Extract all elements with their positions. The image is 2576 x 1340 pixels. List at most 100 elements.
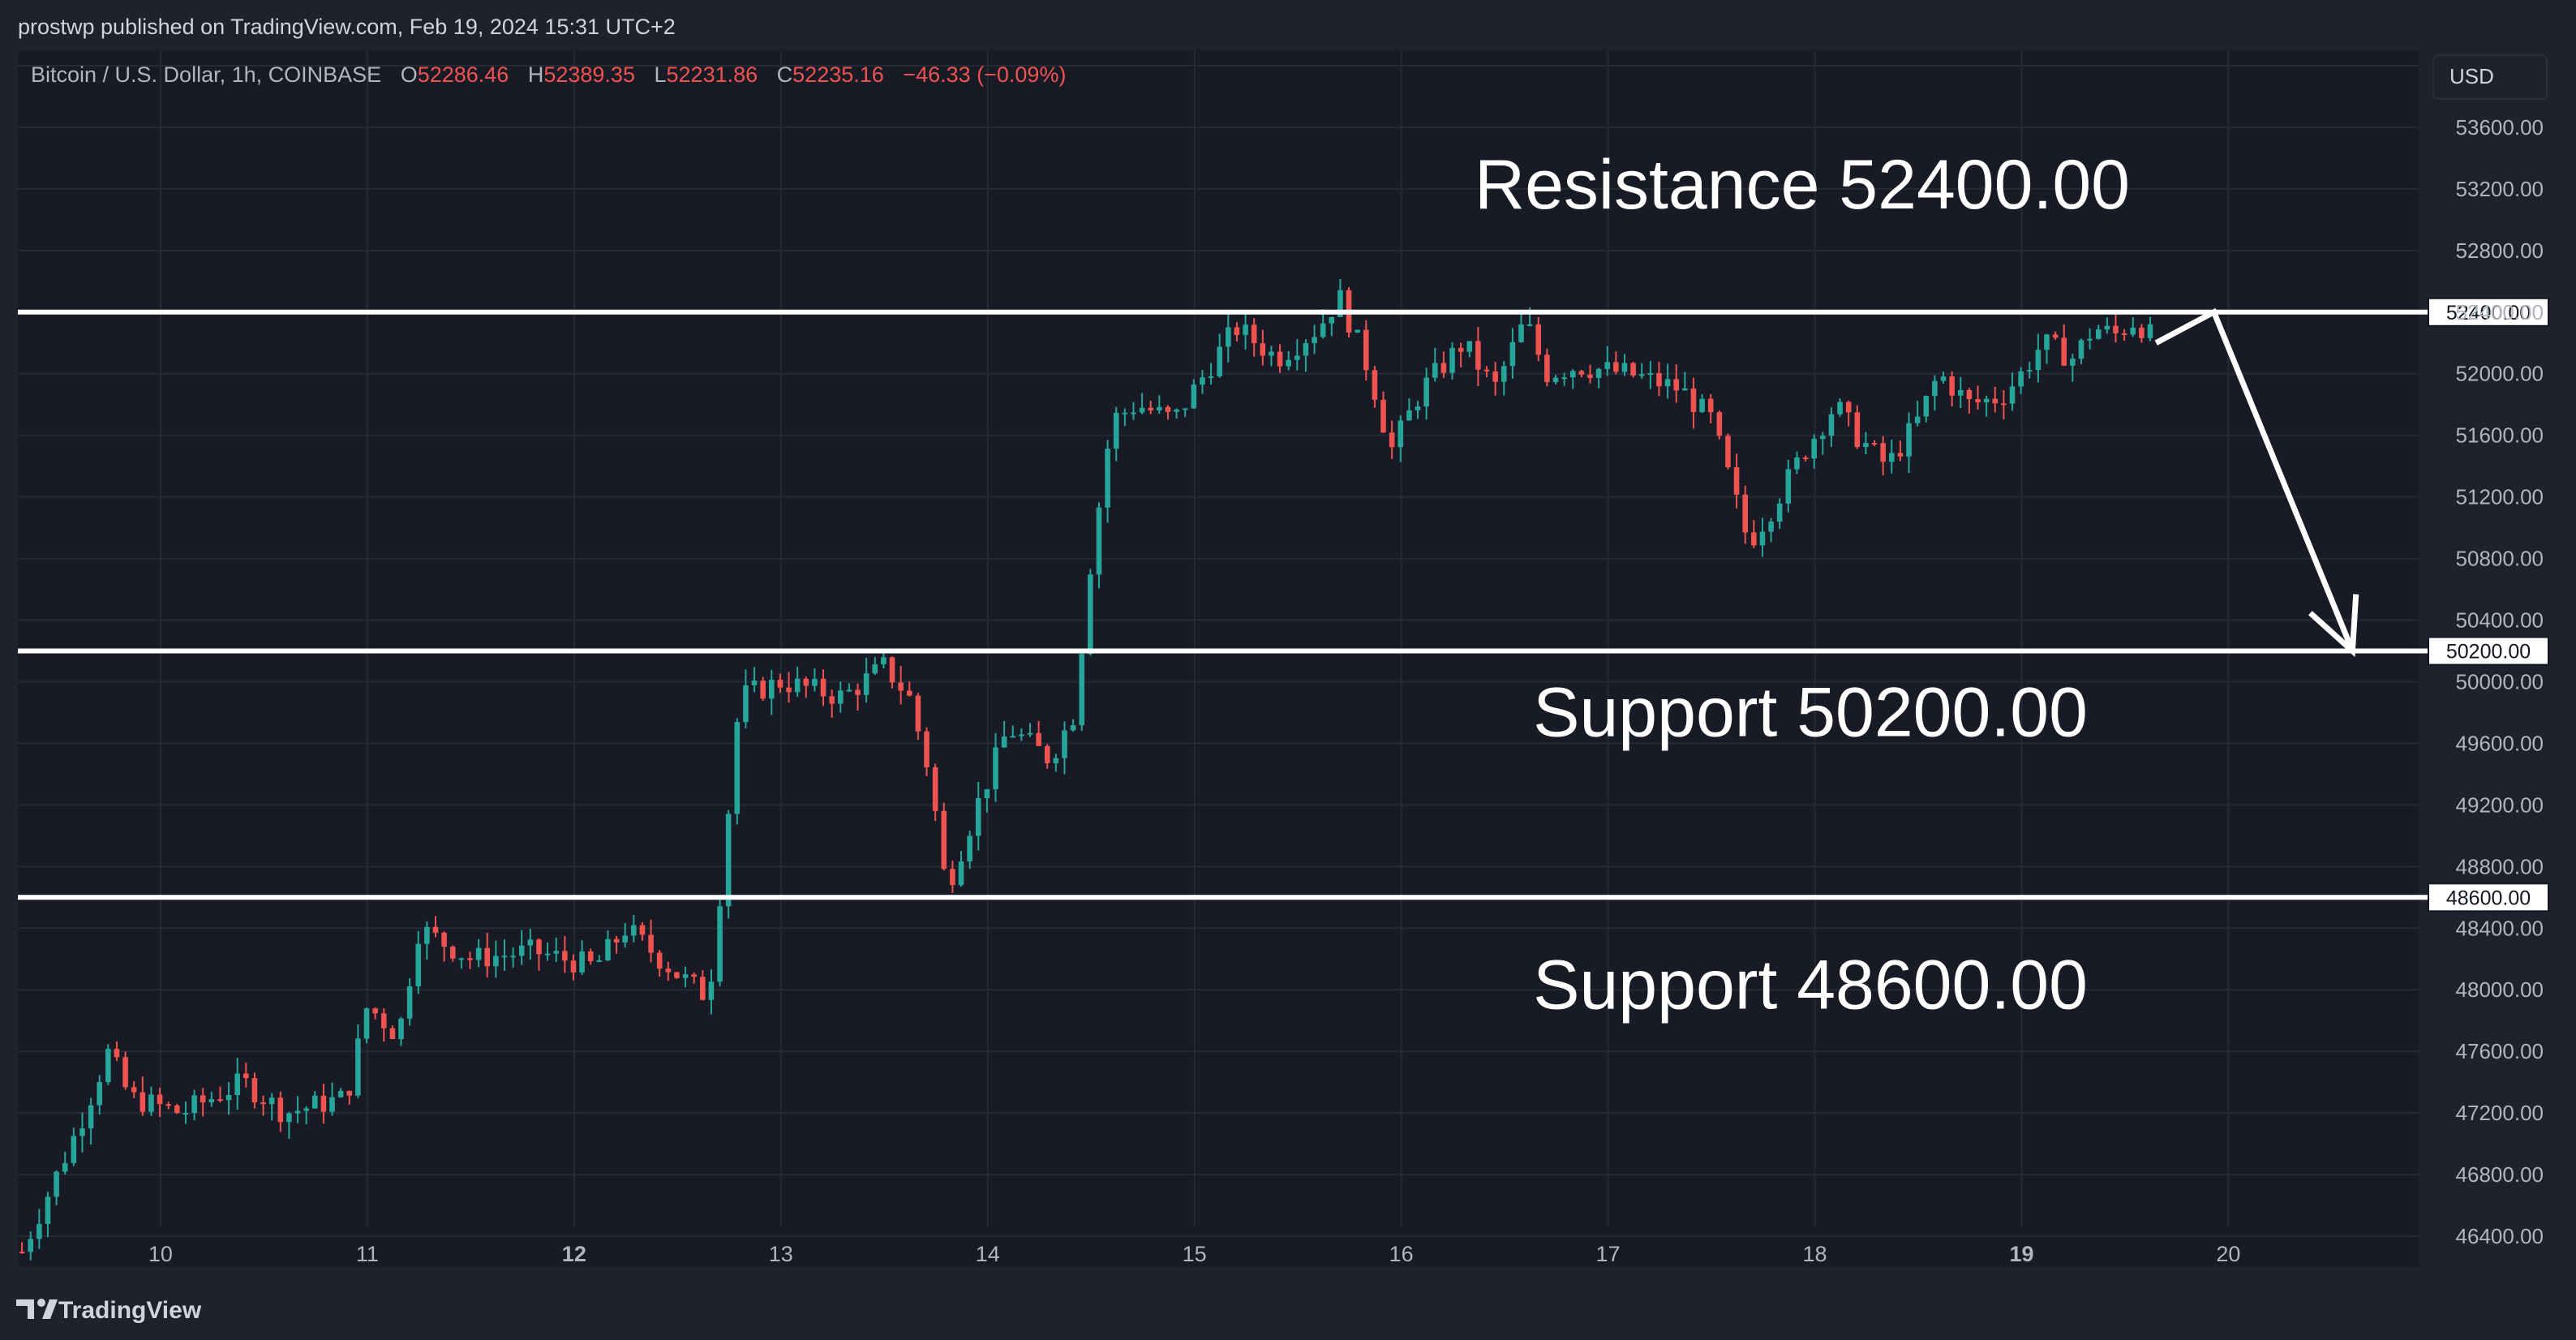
candle-up — [458, 957, 465, 969]
price-tick-label: 50000.00 — [2456, 669, 2544, 694]
candle-up — [708, 969, 715, 1015]
candle-body — [329, 1097, 335, 1112]
candle-body — [1483, 369, 1490, 372]
chart-pane-background — [18, 50, 2419, 1267]
candle-up — [1191, 379, 1197, 409]
candle-body — [1329, 316, 1335, 324]
candle-up — [527, 928, 534, 960]
time-tick-label: 10 — [148, 1242, 173, 1266]
candle-body — [751, 681, 758, 685]
candle-down — [2001, 390, 2007, 419]
candle-down — [855, 683, 861, 711]
candle-body — [708, 981, 715, 1000]
candle-down — [1544, 348, 1550, 387]
candle-body — [1122, 412, 1128, 414]
candle-body — [1690, 388, 1697, 413]
candle-body — [2035, 350, 2041, 371]
candle-up — [45, 1192, 51, 1238]
candle-down — [570, 954, 577, 981]
candle-body — [984, 788, 990, 799]
candle-down — [1475, 327, 1481, 387]
candle-down — [1716, 410, 1723, 440]
candle-body — [932, 767, 938, 811]
candle-up — [1759, 518, 1766, 557]
candle-body — [2095, 329, 2102, 339]
candle-body — [682, 974, 689, 978]
candle-body — [1113, 413, 1119, 449]
candle-up — [984, 788, 990, 813]
tradingview-logo-icon[interactable] — [16, 1299, 58, 1319]
candle-body — [1372, 370, 1378, 400]
candle-body — [605, 938, 611, 961]
candle-body — [1914, 416, 1921, 423]
candle-body — [544, 953, 551, 956]
candle-body — [553, 951, 560, 954]
candle-up — [794, 666, 801, 698]
candle-body — [1587, 374, 1593, 378]
publisher-line: prostwp published on TradingView.com, Fe… — [18, 15, 676, 39]
candle-up — [1785, 459, 1792, 513]
candle-body — [441, 932, 447, 947]
candle-up — [1001, 720, 1007, 748]
candle-body — [1837, 402, 1843, 414]
candle-up — [311, 1091, 318, 1109]
candle-body — [122, 1057, 128, 1088]
candle-down — [114, 1041, 120, 1062]
candle-up — [294, 1096, 301, 1123]
level-price-tag-label: 52400.00 — [2446, 302, 2531, 324]
candle-up — [424, 921, 430, 960]
candle-body — [157, 1094, 163, 1105]
currency-button[interactable]: USD — [2432, 54, 2548, 100]
symbol-name[interactable]: Bitcoin / U.S. Dollar, 1h, COINBASE — [31, 62, 381, 87]
candle-body — [803, 678, 809, 686]
candle-body — [1174, 409, 1179, 412]
tradingview-brand[interactable]: TradingView — [58, 1297, 202, 1324]
candle-body — [54, 1171, 59, 1197]
price-axis[interactable]: 46400.00 46800.00 47200.00 47600.00 48000.00… — [2456, 54, 2544, 1248]
candle-down — [243, 1063, 249, 1088]
candle-body — [484, 947, 491, 967]
candle-body — [622, 935, 629, 943]
candle-body — [1957, 389, 1964, 396]
candle-body — [1725, 436, 1731, 468]
symbol-legend[interactable]: Bitcoin / U.S. Dollar, 1h, COINBASE O522… — [31, 62, 1066, 87]
candle-up — [363, 1007, 370, 1044]
candle-up — [1423, 367, 1429, 420]
candle-body — [1871, 443, 1878, 445]
candle-body — [1027, 732, 1033, 735]
candle-down — [1535, 316, 1542, 362]
candle-body — [562, 951, 568, 961]
candle-body — [1647, 372, 1654, 375]
candle-body — [1044, 745, 1050, 763]
candle-up — [1131, 402, 1136, 420]
candle-up — [1105, 440, 1110, 523]
candle-body — [1157, 406, 1162, 411]
price-tick-label: 51600.00 — [2456, 423, 2544, 448]
candle-body — [2104, 325, 2110, 330]
candle-up — [97, 1075, 102, 1115]
candle-down — [1483, 366, 1490, 378]
close-value: 52235.16 — [792, 62, 884, 87]
candle-down — [1389, 420, 1395, 459]
candle-up — [36, 1209, 42, 1249]
candle-body — [1742, 494, 1748, 533]
candle-up — [605, 930, 611, 961]
candle-body — [1630, 363, 1636, 376]
candle-down — [656, 950, 663, 977]
price-tick-label: 46800.00 — [2456, 1162, 2544, 1187]
candle-body — [79, 1128, 85, 1136]
candle-body — [1638, 374, 1645, 376]
candle-body — [1854, 412, 1861, 448]
candle-up — [717, 897, 723, 987]
candle-body — [2070, 359, 2076, 366]
candle-body — [1277, 351, 1283, 367]
time-axis[interactable]: 10 11 12 13 14 15 16 17 18 19 20 — [148, 1242, 2241, 1266]
candle-down — [441, 931, 447, 962]
candle-down — [803, 676, 809, 698]
candle-body — [1966, 389, 1973, 400]
candle-up — [1286, 350, 1291, 371]
candle-down — [2139, 324, 2145, 343]
candle-body — [2009, 386, 2016, 404]
candle-body — [613, 938, 620, 943]
